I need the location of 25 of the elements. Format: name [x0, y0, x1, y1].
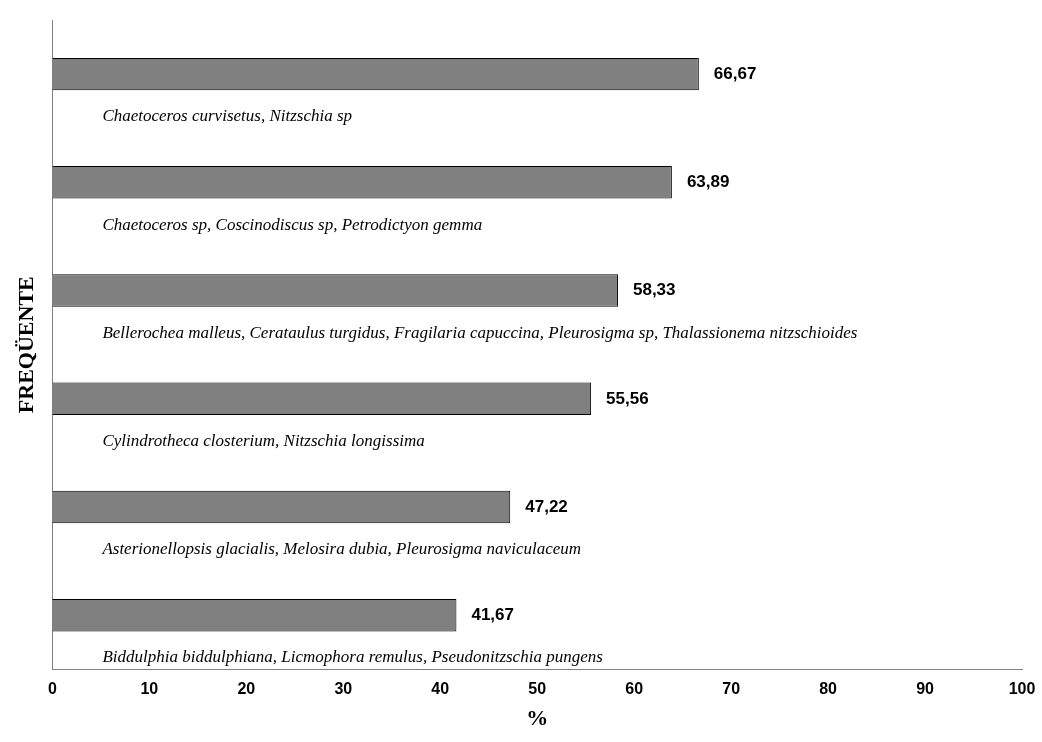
x-tick-label: 10: [140, 680, 159, 698]
data-label: 66,67: [713, 63, 757, 83]
x-tick-label: 60: [625, 680, 644, 698]
data-label: 63,89: [686, 172, 730, 192]
y-tick-label: Cylindrotheca closterium, Nitzschia longissima: [102, 431, 425, 451]
data-label: 47,22: [525, 496, 568, 516]
y-tick-label: Asterionellopsis glacialis, Melosira dubia, Pleurosigma naviculaceum: [101, 539, 582, 559]
x-tick-label: 100: [1008, 680, 1036, 698]
x-tick-label: 70: [722, 680, 741, 698]
x-tick-label: 50: [528, 680, 547, 698]
y-axis-title: FREQÜENTE: [12, 276, 38, 414]
x-tick-label: 30: [334, 680, 353, 698]
y-tick-label: Chaetoceros curvisetus, Nitzschia sp: [102, 106, 353, 126]
y-tick-label: Biddulphia biddulphiana, Licmophora remulus, Pseudonitzschia pungens: [102, 647, 604, 667]
x-tick-label: 40: [431, 680, 450, 698]
x-tick-label: 80: [819, 680, 838, 698]
x-axis-title: %: [526, 705, 549, 731]
x-tick-label: 0: [47, 680, 57, 698]
data-label: 41,67: [471, 604, 514, 624]
x-tick-label: 20: [237, 680, 256, 698]
y-tick-label: Chaetoceros sp, Coscinodiscus sp, Petrodictyon gemma: [102, 214, 483, 234]
x-tick-label: 90: [916, 680, 935, 698]
y-tick-label: Bellerochea malleus, Cerataulus turgidus, Fragilaria capuccina, Pleurosigma sp, Thalassionema nitzschioides: [102, 322, 858, 342]
data-label: 58,33: [632, 280, 676, 300]
data-label: 55,56: [606, 388, 649, 408]
